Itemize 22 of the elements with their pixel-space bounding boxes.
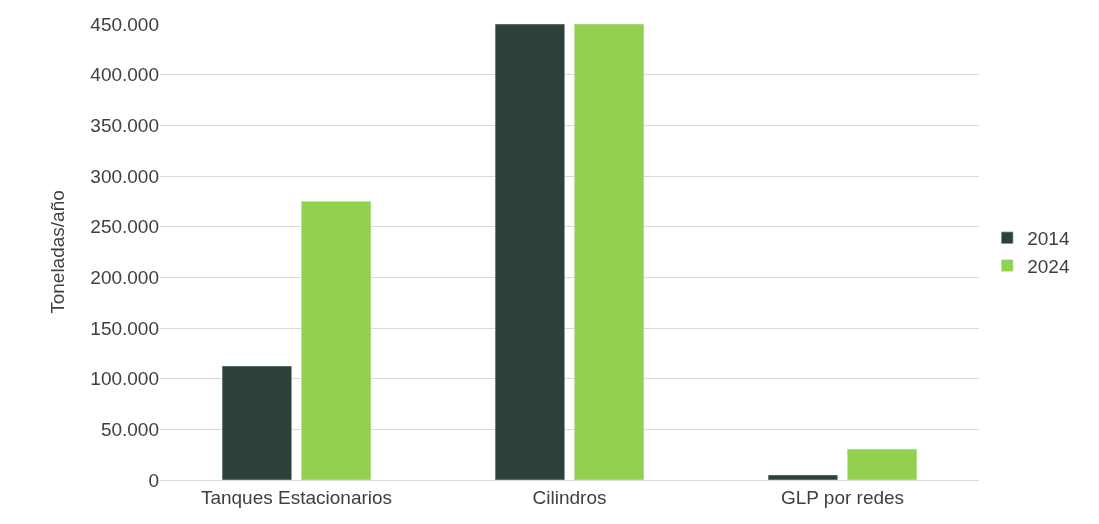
bar	[574, 24, 645, 480]
y-tick-label: 350.000	[90, 114, 159, 136]
x-tick-label: Cilindros	[532, 486, 607, 508]
y-axis-title: Toneladas/año	[47, 190, 69, 314]
x-tick-label: Tanques Estacionarios	[200, 486, 393, 508]
y-tick-label: 100.000	[90, 368, 159, 390]
x-tick-label: GLP por redes	[780, 486, 905, 508]
y-tick-label: 400.000	[90, 64, 159, 86]
y-tick-label: 450.000	[90, 13, 159, 35]
legend-label: 2014	[1027, 228, 1070, 250]
y-tick-label: 0	[148, 469, 159, 491]
bar	[301, 201, 372, 480]
y-tick-label: 150.000	[90, 317, 159, 339]
y-tick-label: 200.000	[90, 266, 159, 288]
bar	[847, 448, 918, 480]
legend-label: 2024	[1027, 255, 1070, 277]
bar	[221, 365, 292, 480]
y-tick-label: 250.000	[90, 216, 159, 238]
bar	[767, 474, 838, 480]
bar	[494, 24, 565, 480]
y-tick-label: 300.000	[90, 165, 159, 187]
y-tick-label: 50.000	[100, 418, 159, 440]
